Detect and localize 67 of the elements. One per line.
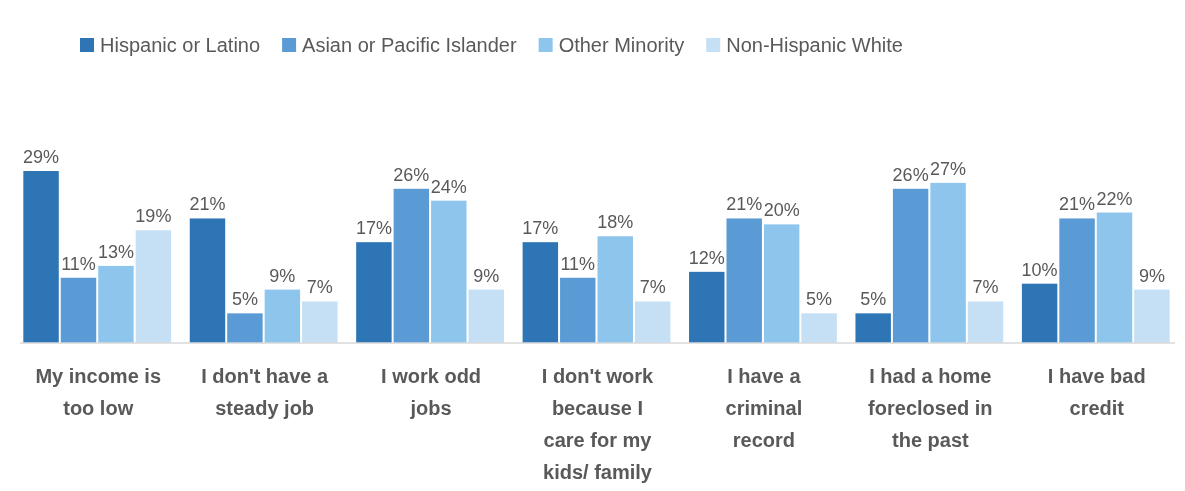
x-tick-label: I don't have a steady job [201,365,330,419]
legend-label: Other Minority [558,34,685,56]
data-label: 7% [639,277,666,298]
data-label: 21% [726,194,763,215]
bar [227,313,263,343]
data-label: 26% [892,164,929,185]
bar [801,313,837,343]
x-tick-label: My income is too low [35,365,162,419]
data-label: 22% [1096,188,1133,209]
bar [135,230,172,343]
bar [930,182,966,343]
data-label: 13% [97,241,134,262]
data-label: 9% [1138,265,1165,286]
data-label: 19% [135,206,172,227]
bar [597,236,633,343]
bar [1021,283,1058,343]
x-tick-label: I don't work because I care for my kids/ family [541,365,655,483]
data-label: 5% [231,289,258,310]
data-label: 20% [763,200,800,221]
data-label: 27% [930,158,967,179]
x-tick-label: I have bad credit [1047,365,1146,419]
data-label: 5% [806,289,833,310]
data-label: 29% [23,147,60,167]
bar [1096,212,1133,343]
bar [763,224,800,343]
x-tick-label: I have a criminal record [725,365,803,451]
bar [634,301,671,343]
data-label: 5% [860,289,887,310]
legend-label: Asian or Pacific Islander [302,34,517,56]
data-label: 9% [269,265,296,286]
data-label: 11% [560,253,596,274]
bar [1059,218,1095,343]
bar [689,271,725,343]
data-label: 17% [522,218,559,239]
bar [264,289,301,343]
data-label: 7% [306,277,333,298]
data-label: 7% [972,277,999,298]
data-label: 24% [430,176,467,197]
data-label: 12% [688,247,725,268]
bar [892,188,929,343]
bar [189,218,226,343]
data-label: 21% [189,194,226,215]
data-label: 26% [393,164,430,185]
legend-label: Non-Hispanic White [726,34,903,56]
bar [356,242,392,343]
bar [1134,289,1170,343]
bar [431,200,467,343]
bar [468,289,504,343]
bar [302,301,338,343]
bar [560,277,596,343]
data-label: 21% [1059,194,1096,215]
data-label: 18% [597,212,634,233]
x-tick-label: I work odd jobs [381,365,482,419]
data-label: 17% [355,218,392,239]
bar [522,242,559,343]
bar [393,188,430,343]
bar [726,218,762,343]
data-label: 10% [1021,259,1058,280]
legend-label: Hispanic or Latino [100,34,261,56]
data-label: 9% [473,265,500,286]
x-tick-label: I had a home foreclosed in the past [868,365,993,451]
bar [855,313,891,343]
bar [967,301,1004,343]
bar [60,277,97,343]
bar [23,171,59,343]
bar [98,265,134,343]
data-label: 11% [61,253,96,274]
